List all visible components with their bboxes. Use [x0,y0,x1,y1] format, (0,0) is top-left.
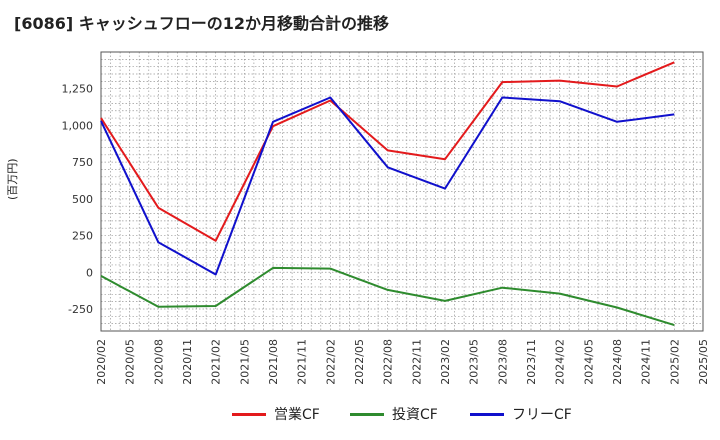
legend: 営業CF 投資CF フリーCF [0,404,720,428]
series-line-投資CF [100,266,675,327]
x-tick-label: 2023/08 [496,339,509,385]
legend-swatch [470,412,504,416]
y-tick-label: 1,250 [62,83,94,96]
x-tick-label: 2021/05 [238,339,251,385]
legend-item: 営業CF [232,404,320,424]
y-tick-label: 750 [72,156,93,169]
y-tick-label: -250 [68,303,93,316]
legend-item: 投資CF [350,404,438,424]
x-tick-label: 2023/02 [439,339,452,385]
x-tick-label: 2025/02 [668,339,681,385]
x-tick-label: 2024/11 [640,339,653,385]
legend-label: フリーCF [512,407,572,423]
x-tick-label: 2022/11 [410,339,423,385]
x-tick-label: 2024/08 [611,339,624,385]
series-line-フリーCF [100,96,675,276]
x-tick-label: 2022/05 [353,339,366,385]
y-tick-label: 250 [72,230,93,243]
legend-swatch [350,412,384,416]
x-tick-label: 2023/11 [525,339,538,385]
legend-swatch [232,412,266,416]
series-line-営業CF [100,61,675,242]
x-tick-label: 2022/08 [382,339,395,385]
x-tick-label: 2024/05 [582,339,595,385]
x-tick-label: 2021/08 [267,339,280,385]
x-tick-label: 2020/11 [181,339,194,385]
x-tick-label: 2022/02 [324,339,337,385]
x-tick-label: 2023/05 [468,339,481,385]
x-tick-label: 2021/02 [210,339,223,385]
plot-area [100,51,704,332]
x-tick-label: 2020/02 [95,339,108,385]
legend-label: 投資CF [392,407,438,423]
x-tick-label: 2021/11 [296,339,309,385]
chart-title: [6086] キャッシュフローの12か月移動合計の推移 [14,14,389,33]
y-tick-label: 1,000 [62,119,94,132]
grid [101,52,703,331]
x-tick-label: 2024/02 [554,339,567,385]
y-axis-ticks: -250 0 250 500 750 1,000 1,250 [62,83,94,316]
legend-item: フリーCF [470,404,572,424]
y-tick-label: 0 [86,266,93,279]
x-axis-ticks: 2020/02 2020/05 2020/08 2020/11 2021/02 2021/… [95,339,710,385]
legend-label: 営業CF [274,407,320,423]
series-lines [100,61,675,327]
x-tick-label: 2020/08 [152,339,165,385]
x-tick-label: 2025/05 [697,339,710,385]
x-tick-label: 2020/05 [124,339,137,385]
y-tick-label: 500 [72,193,93,206]
